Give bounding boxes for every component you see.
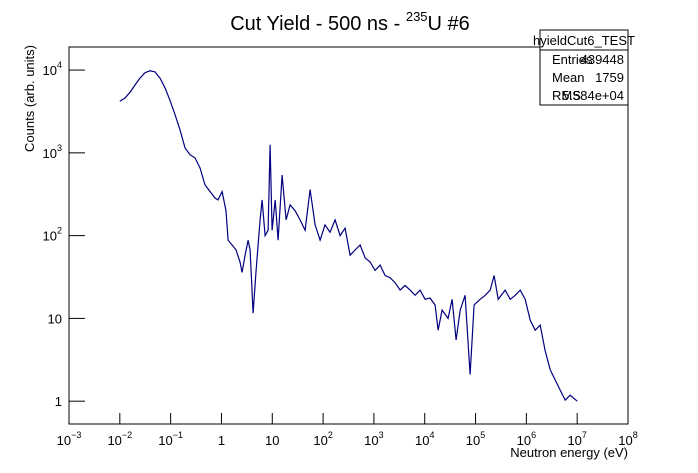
x-tick-label: 10 — [265, 433, 279, 448]
x-axis-label: Neutron energy (eV) — [510, 445, 628, 460]
tick-base: 10 — [158, 433, 172, 448]
x-tick-label: 104 — [415, 430, 434, 448]
tick-exponent: 3 — [57, 143, 62, 153]
tick-exponent: 4 — [57, 60, 62, 70]
tick-exponent: −2 — [122, 430, 132, 440]
tick-base: 10 — [48, 311, 62, 326]
y-tick-label: 102 — [43, 226, 62, 244]
tick-base: 10 — [618, 433, 632, 448]
stats-key: RMS — [552, 88, 581, 103]
tick-exponent: −3 — [71, 430, 81, 440]
y-tick-label: 10 — [48, 311, 62, 326]
tick-exponent: 8 — [633, 430, 638, 440]
tick-exponent: −1 — [173, 430, 183, 440]
data-line — [119, 70, 578, 402]
tick-base: 1 — [218, 433, 225, 448]
tick-exponent: 5 — [480, 430, 485, 440]
tick-base: 10 — [43, 146, 57, 161]
stats-key: Entries — [552, 52, 593, 67]
chart-title: Cut Yield - 500 ns - 235U #6 — [230, 9, 470, 35]
stats-value: 1759 — [595, 70, 624, 85]
tick-base: 10 — [415, 433, 429, 448]
tick-base: 10 — [313, 433, 327, 448]
tick-base: 10 — [567, 433, 581, 448]
tick-base: 10 — [107, 433, 121, 448]
tick-base: 10 — [466, 433, 480, 448]
tick-base: 10 — [57, 433, 71, 448]
x-tick-label: 10−1 — [158, 430, 183, 448]
y-tick-label: 1 — [55, 394, 62, 409]
tick-base: 10 — [43, 229, 57, 244]
stats-key: Mean — [552, 70, 585, 85]
y-tick-label: 103 — [43, 143, 62, 161]
x-tick-label: 105 — [466, 430, 485, 448]
x-tick-label: 103 — [364, 430, 383, 448]
x-tick-label: 1 — [218, 433, 225, 448]
x-tick-label: 106 — [517, 430, 536, 448]
stats-value: 5.584e+04 — [562, 88, 624, 103]
x-tick-label: 10−2 — [107, 430, 132, 448]
x-tick-label: 102 — [313, 430, 332, 448]
x-tick-label: 107 — [567, 430, 586, 448]
stats-box — [539, 29, 629, 106]
tick-exponent: 4 — [429, 430, 434, 440]
tick-base: 10 — [364, 433, 378, 448]
stats-value: 439448 — [581, 52, 624, 67]
x-tick-label: 108 — [618, 430, 637, 448]
tick-base: 10 — [43, 63, 57, 78]
y-tick-label: 104 — [43, 60, 62, 78]
tick-base: 1 — [55, 394, 62, 409]
tick-exponent: 2 — [328, 430, 333, 440]
y-axis-label: Counts (arb. units) — [22, 45, 37, 152]
tick-exponent: 7 — [582, 430, 587, 440]
tick-base: 10 — [265, 433, 279, 448]
x-tick-label: 10−3 — [57, 430, 82, 448]
tick-exponent: 3 — [379, 430, 384, 440]
tick-base: 10 — [517, 433, 531, 448]
stats-title: hyieldCut6_TEST — [533, 33, 635, 48]
tick-exponent: 6 — [531, 430, 536, 440]
tick-exponent: 2 — [57, 226, 62, 236]
